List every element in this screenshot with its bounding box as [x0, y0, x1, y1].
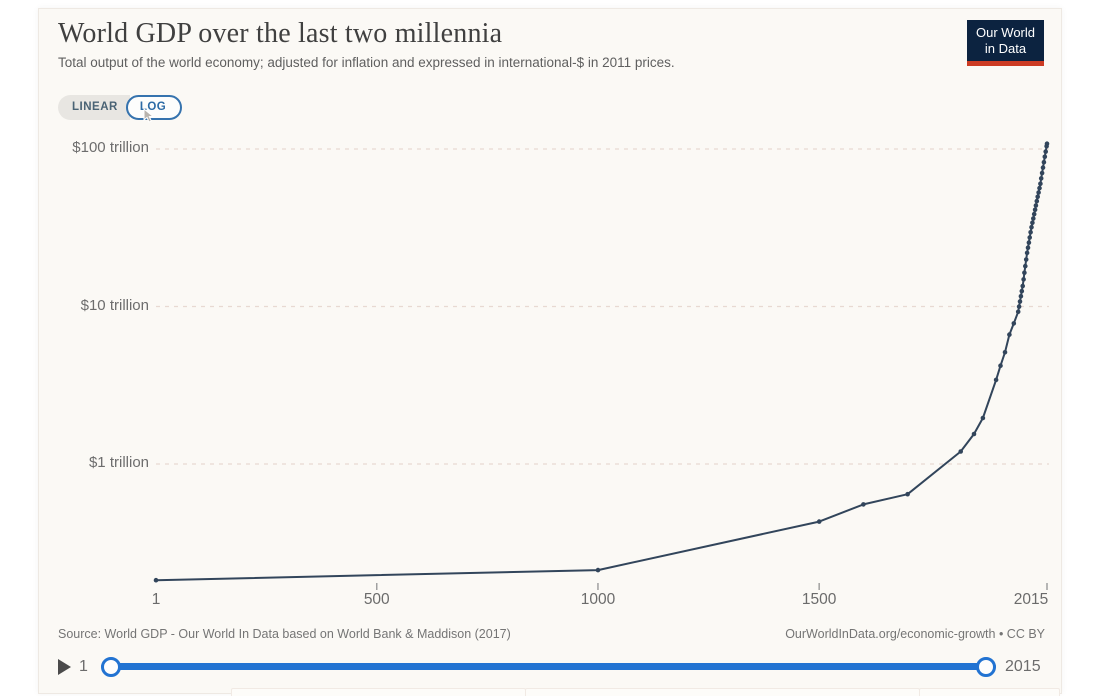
data-point-marker[interactable]: [1041, 159, 1047, 165]
data-point-marker[interactable]: [1002, 350, 1008, 355]
data-point-marker[interactable]: [1019, 288, 1025, 294]
timeline-end-handle[interactable]: [976, 657, 996, 677]
data-point-marker[interactable]: [1035, 194, 1040, 200]
data-point-marker[interactable]: [1024, 250, 1030, 256]
timeline-end-label: 2015: [1005, 658, 1041, 675]
timeline-start-label: 1: [79, 658, 88, 675]
data-point-marker[interactable]: [1032, 207, 1038, 213]
source-note[interactable]: Source: World GDP - Our World In Data ba…: [58, 627, 511, 641]
data-point-marker[interactable]: [1043, 149, 1048, 154]
linear-scale-button[interactable]: LINEAR: [58, 95, 130, 120]
data-point-marker[interactable]: [971, 431, 977, 437]
data-point-marker[interactable]: [1038, 181, 1043, 187]
y-axis-tick-label: $100 trillion: [72, 139, 149, 156]
data-point-marker[interactable]: [1029, 224, 1034, 230]
data-point-marker[interactable]: [1026, 240, 1032, 245]
scale-toggle: LINEAR LOG: [58, 95, 183, 120]
data-point-marker[interactable]: [1011, 321, 1017, 326]
data-point-marker[interactable]: [1022, 270, 1027, 276]
data-point-marker[interactable]: [1034, 198, 1040, 204]
gdp-line-chart: [153, 141, 1050, 590]
x-axis-tick-label: 1000: [580, 591, 616, 608]
data-point-marker[interactable]: [153, 577, 159, 583]
data-point-marker[interactable]: [1016, 304, 1022, 309]
play-button[interactable]: [58, 659, 71, 675]
data-point-marker[interactable]: [1040, 165, 1046, 170]
data-point-marker[interactable]: [816, 519, 822, 524]
data-point-marker[interactable]: [1042, 154, 1048, 160]
page-subtitle: Total output of the world economy; adjus…: [58, 55, 675, 70]
attribution-note[interactable]: OurWorldInData.org/economic-growth • CC …: [785, 627, 1045, 641]
owid-logo[interactable]: Our World in Data: [967, 20, 1044, 66]
data-point-marker[interactable]: [1027, 235, 1032, 240]
y-axis-tick-label: $1 trillion: [88, 454, 149, 471]
chart-panel: World GDP over the last two millennia To…: [38, 8, 1062, 696]
data-point-marker[interactable]: [1031, 216, 1036, 221]
timeline-start-handle[interactable]: [101, 657, 121, 677]
data-point-marker[interactable]: [905, 491, 910, 497]
bottom-tab[interactable]: [231, 688, 526, 696]
data-point-marker[interactable]: [1028, 230, 1033, 235]
data-point-marker[interactable]: [1037, 185, 1042, 191]
data-point-marker[interactable]: [595, 567, 601, 573]
y-axis-tick-label: $10 trillion: [80, 296, 149, 314]
data-point-marker[interactable]: [1020, 283, 1025, 289]
bottom-tab[interactable]: [919, 688, 1060, 696]
data-point-marker[interactable]: [1025, 245, 1031, 250]
data-point-marker[interactable]: [1015, 309, 1021, 315]
timeline-slider-track[interactable]: [101, 663, 996, 670]
bottom-tabbar-cutoff: [231, 688, 1060, 696]
world-gdp-line[interactable]: [155, 142, 1048, 582]
x-axis-tick-label: 1500: [801, 591, 837, 608]
mouse-cursor-icon: [143, 108, 155, 123]
data-point-marker[interactable]: [1033, 203, 1039, 208]
data-point-marker[interactable]: [1031, 211, 1037, 217]
data-point-marker[interactable]: [1044, 141, 1050, 146]
data-point-marker[interactable]: [1021, 277, 1026, 282]
owid-logo-line2: in Data: [984, 41, 1027, 56]
data-point-marker[interactable]: [1039, 170, 1045, 176]
data-point-marker[interactable]: [1023, 263, 1028, 269]
owid-logo-line1: Our World: [976, 25, 1035, 40]
page-title: World GDP over the last two millennia: [58, 18, 503, 49]
data-point-marker[interactable]: [1030, 220, 1035, 226]
data-point-marker[interactable]: [1018, 294, 1024, 299]
x-axis-tick-label: 2015: [1013, 591, 1049, 608]
data-point-marker[interactable]: [1007, 332, 1012, 337]
bottom-tab[interactable]: [525, 688, 920, 696]
data-point-marker[interactable]: [861, 502, 866, 507]
data-point-marker[interactable]: [1038, 176, 1044, 181]
data-point-marker[interactable]: [1023, 257, 1029, 262]
data-point-marker[interactable]: [980, 415, 986, 421]
data-point-marker[interactable]: [1017, 299, 1023, 304]
data-point-marker[interactable]: [1036, 190, 1041, 195]
x-axis-tick-label: 500: [363, 591, 390, 608]
x-axis-tick-label: 1: [151, 591, 161, 608]
data-point-marker[interactable]: [998, 363, 1003, 369]
data-point-marker[interactable]: [958, 449, 963, 454]
log-scale-button[interactable]: LOG: [125, 95, 183, 120]
data-point-marker[interactable]: [993, 377, 999, 383]
